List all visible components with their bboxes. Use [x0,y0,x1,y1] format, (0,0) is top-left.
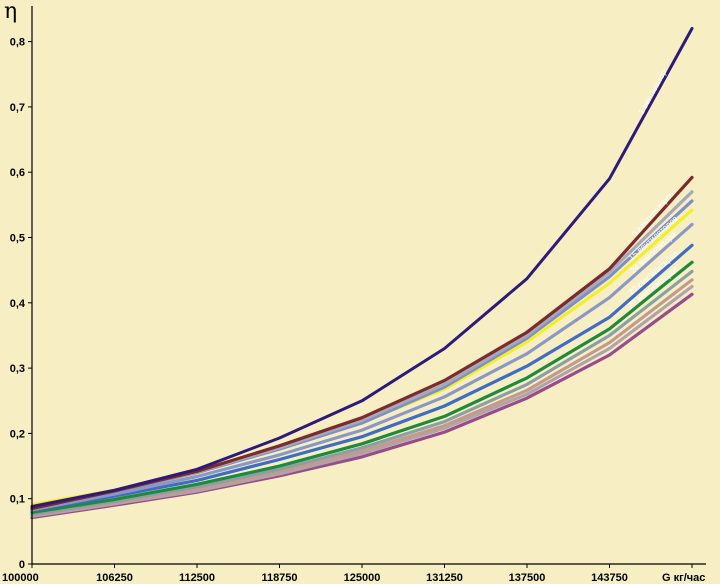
x-tick-label: 125000 [344,572,381,584]
y-tick-label: 0,3 [10,363,25,375]
y-tick-label: 0,7 [10,102,25,114]
series-line [30,27,694,508]
x-tick-label: 100000 [2,572,39,584]
x-tick-label: 137500 [509,572,546,584]
y-tick-label: 0,2 [10,428,25,440]
x-tick-label: 112500 [179,572,215,584]
x-tick-label: 106250 [96,572,133,584]
series-layer [30,27,694,520]
y-tick-label: 0,6 [10,167,25,179]
x-tick-label: 131250 [426,572,463,584]
series-line [30,222,694,512]
series-line [30,243,694,513]
axes-layer: 0 0,1 0,2 0,3 0,4 0,5 0,6 0,7 0,8 100000 106250 112… [2,6,706,584]
y-tick-label: 0,4 [10,298,26,310]
series-line [30,269,694,517]
series-line [30,260,694,515]
x-axis-label: G кг/час [662,572,705,584]
y-tick-label: 0,5 [10,233,25,245]
x-tick-label: 118750 [261,572,297,584]
x-tick-label: 143750 [591,572,628,584]
y-axis-label: η [4,0,17,24]
y-tick-label: 0 [19,559,25,571]
y-tick-label: 0,8 [10,37,25,49]
y-tick-label: 0,1 [10,494,25,506]
